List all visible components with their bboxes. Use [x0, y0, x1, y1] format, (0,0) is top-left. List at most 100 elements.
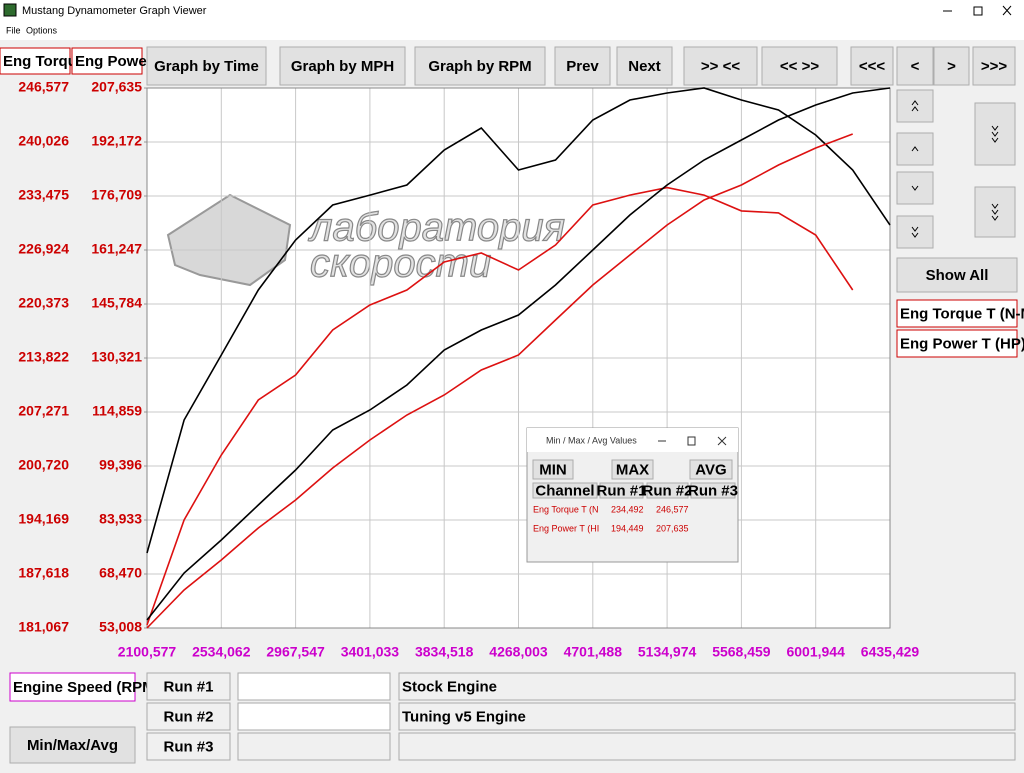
x-tick-label: 6435,429: [861, 644, 920, 660]
popup-button-frame[interactable]: [532, 459, 574, 480]
x-tick-label: 2100,577: [118, 644, 177, 660]
y-tick-label: 207,271: [18, 403, 69, 419]
toolbar-button-frame[interactable]: [683, 46, 758, 86]
run-description-frame: [398, 732, 1016, 761]
arrow-icon: [991, 209, 999, 215]
arrow-icon: [991, 131, 999, 137]
watermark-text: скорости: [310, 242, 491, 286]
channel-header-frame[interactable]: [71, 47, 143, 75]
toolbar-button[interactable]: Prev: [566, 58, 599, 75]
plot-frame: [146, 87, 891, 629]
minmax-button[interactable]: Min/Max/Avg: [27, 737, 118, 754]
toolbar-button-frame[interactable]: [896, 46, 934, 86]
toolbar-button[interactable]: >: [947, 58, 956, 75]
toolbar-button-frame[interactable]: [972, 46, 1016, 86]
toolbar-button[interactable]: Graph by Time: [154, 58, 259, 75]
toolbar-button-frame[interactable]: [616, 46, 673, 86]
arrow-icon: [911, 100, 919, 106]
close[interactable]: [1002, 5, 1012, 16]
minmax-button-frame[interactable]: [9, 726, 136, 764]
popup-button[interactable]: AVG: [695, 461, 726, 478]
popup-cell: 234,492: [611, 504, 644, 514]
side-channel[interactable]: Eng Power T (HP): [900, 335, 1024, 352]
x-tick-label: 3834,518: [415, 644, 474, 660]
toolbar-button[interactable]: Graph by RPM: [428, 58, 531, 75]
menu-bar: [0, 22, 1024, 40]
y2-tick-label: 207,635: [91, 79, 142, 95]
menu-item[interactable]: Options: [26, 25, 58, 35]
side-channel-frame[interactable]: [896, 299, 1018, 328]
toolbar-button-frame[interactable]: [414, 46, 546, 86]
toolbar-button[interactable]: Graph by MPH: [291, 58, 394, 75]
toolbar-button-frame[interactable]: [933, 46, 970, 86]
popup-button-frame[interactable]: [689, 459, 733, 480]
toolbar-button[interactable]: >>>: [981, 58, 1008, 75]
toolbar-button-frame[interactable]: [850, 46, 894, 86]
x-tick-label: 6001,944: [786, 644, 845, 660]
popup-close[interactable]: [717, 436, 727, 446]
x-tick-label: 4701,488: [564, 644, 623, 660]
popup-button[interactable]: MIN: [539, 461, 567, 478]
toolbar-button[interactable]: << >>: [780, 58, 819, 75]
scroll-button-frame[interactable]: [974, 102, 1016, 166]
show-all-button[interactable]: Show All: [926, 267, 989, 284]
menu-item[interactable]: File: [6, 25, 21, 35]
toolbar-button-frame[interactable]: [146, 46, 267, 86]
popup-titlebar: [527, 428, 738, 452]
y2-tick-label: 161,247: [91, 241, 142, 257]
restore[interactable]: [973, 6, 983, 16]
run-label-frame: [146, 672, 231, 701]
scroll-button-frame[interactable]: [896, 171, 934, 205]
channel-header[interactable]: Eng Powe: [75, 53, 147, 70]
side-channel[interactable]: Eng Torque T (N-M: [900, 305, 1024, 322]
popup-restore[interactable]: [687, 436, 696, 446]
side-channel-frame[interactable]: [896, 329, 1018, 358]
toolbar-button[interactable]: <: [911, 58, 920, 75]
x-channel-frame[interactable]: [9, 672, 136, 702]
y-tick-label: 233,475: [18, 187, 69, 203]
scroll-button-frame[interactable]: [974, 186, 1016, 238]
popup-title: Min / Max / Avg Values: [546, 435, 637, 445]
y-tick-label: 213,822: [18, 349, 69, 365]
x-tick-label: 3401,033: [341, 644, 400, 660]
y-tick-label: 187,618: [18, 565, 69, 581]
arrow-icon: [991, 203, 999, 209]
popup-button[interactable]: MAX: [616, 461, 649, 478]
popup-column: Run #2: [642, 482, 692, 499]
plot: 181,067 187,618 194,169 200,720 207,271 213,8…: [18, 79, 919, 660]
show-all-button-frame[interactable]: [896, 257, 1018, 293]
x-tick-label: 4268,003: [489, 644, 548, 660]
toolbar-button[interactable]: Next: [628, 58, 661, 75]
x-channel[interactable]: Engine Speed (RPM: [13, 679, 155, 696]
series-line: [146, 186, 854, 626]
y-tick-label: 246,577: [18, 79, 69, 95]
toolbar-button-frame[interactable]: [279, 46, 406, 86]
run-description-frame: [398, 672, 1016, 701]
y2-tick-label: 145,784: [91, 295, 142, 311]
popup-column: Run #3: [688, 482, 738, 499]
scroll-button-frame[interactable]: [896, 215, 934, 249]
scroll-button-frame[interactable]: [896, 89, 934, 123]
toolbar-button-frame[interactable]: [554, 46, 611, 86]
arrow-icon: [911, 185, 919, 191]
run-label: Run #3: [163, 738, 213, 755]
run-label: Run #2: [163, 708, 213, 725]
popup-column-frame: [599, 482, 644, 499]
x-tick-label: 2967,547: [266, 644, 325, 660]
series-line: [146, 87, 891, 621]
toolbar-button-frame[interactable]: [761, 46, 838, 86]
scroll-button-frame[interactable]: [896, 132, 934, 166]
y2-tick-label: 53,008: [99, 619, 142, 635]
run-label-frame: [146, 732, 231, 761]
channel-header[interactable]: Eng Torqu: [3, 53, 77, 70]
y-tick-label: 181,067: [18, 619, 69, 635]
run-file-frame: [237, 672, 391, 701]
toolbar-button[interactable]: >> <<: [701, 58, 740, 75]
popup-button-frame[interactable]: [611, 459, 654, 480]
toolbar-button[interactable]: <<<: [859, 58, 886, 75]
popup-cell: 194,449: [611, 523, 644, 533]
channel-header-frame[interactable]: [0, 47, 71, 75]
arrow-icon: [991, 125, 999, 131]
y2-tick-label: 130,321: [91, 349, 142, 365]
